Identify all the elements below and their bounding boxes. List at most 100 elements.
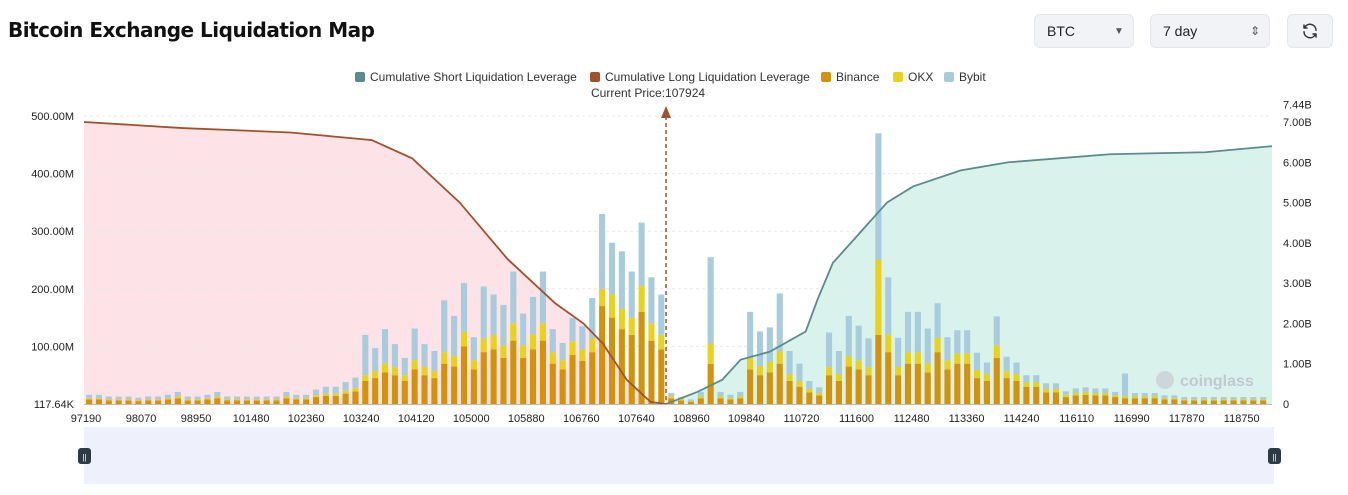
- bar-binance: [1171, 399, 1178, 404]
- bar-binance: [914, 363, 921, 404]
- bar-okx: [234, 399, 241, 401]
- bar-okx: [816, 393, 823, 396]
- bar-binance: [382, 372, 389, 404]
- range-slider[interactable]: || ||: [78, 427, 1281, 484]
- y-axis-left: 500.00M 400.00M 300.00M 200.00M 100.00M 117.6…: [31, 111, 74, 411]
- bar-binance: [727, 399, 734, 404]
- bar-bybit: [372, 348, 379, 372]
- bar-okx: [273, 399, 280, 401]
- bar-okx: [352, 387, 359, 392]
- bar-okx: [342, 390, 349, 394]
- bar-binance: [1210, 400, 1217, 404]
- bar-bybit: [105, 396, 112, 400]
- bar-bybit: [904, 311, 912, 353]
- bar-okx: [1260, 399, 1267, 401]
- bar-bybit: [934, 303, 941, 338]
- bar-binance: [1161, 399, 1168, 404]
- coin-select[interactable]: BTC ▼: [1034, 14, 1134, 48]
- bar-okx: [618, 308, 625, 330]
- bar-okx: [707, 343, 714, 364]
- bar-okx: [974, 370, 981, 379]
- bar-binance: [756, 375, 764, 404]
- bar-okx: [164, 398, 172, 400]
- bar-okx: [599, 288, 606, 307]
- bar-bybit: [549, 329, 556, 353]
- y-right-tick-label: 7.44B: [1283, 99, 1312, 111]
- bar-binance: [1131, 398, 1138, 404]
- bar-bybit: [125, 396, 132, 400]
- bar-binance: [460, 346, 468, 404]
- bar-binance: [865, 375, 872, 404]
- slider-handle-left[interactable]: [78, 448, 91, 464]
- bar-okx: [1082, 391, 1089, 395]
- bar-okx: [1112, 395, 1119, 398]
- bar-binance: [500, 357, 507, 404]
- bar-binance: [1230, 400, 1237, 404]
- bar-bybit: [500, 304, 507, 346]
- bar-bybit: [283, 391, 290, 397]
- bar-okx: [766, 361, 773, 373]
- bar-okx: [470, 360, 477, 370]
- slider-handle-right[interactable]: [1268, 448, 1281, 464]
- bar-binance: [776, 363, 783, 404]
- bar-bybit: [312, 389, 320, 396]
- bar-bybit: [164, 394, 172, 399]
- x-tick-label: 112480: [894, 413, 930, 425]
- bar-okx: [964, 353, 971, 364]
- bar-bybit: [1171, 395, 1178, 399]
- bar-okx: [756, 365, 764, 376]
- bar-okx: [1230, 399, 1237, 401]
- bar-binance: [678, 400, 685, 404]
- bar-okx: [1161, 398, 1168, 400]
- bar-okx: [95, 398, 102, 400]
- bar-bybit: [86, 394, 93, 399]
- x-tick-label: 107640: [618, 413, 655, 425]
- bar-bybit: [658, 294, 665, 335]
- bar-binance: [697, 398, 704, 404]
- bar-binance: [904, 363, 912, 404]
- range-select[interactable]: 7 day ⇕: [1150, 14, 1270, 48]
- bar-binance: [214, 398, 221, 404]
- x-tick-label: 102360: [288, 413, 325, 425]
- bar-bybit: [865, 338, 872, 368]
- bar-okx: [1092, 393, 1099, 396]
- bar-okx: [1151, 396, 1158, 399]
- bar-okx: [303, 398, 310, 400]
- x-tick-label: 98950: [181, 413, 212, 425]
- bar-bybit: [243, 396, 250, 400]
- bar-bybit: [273, 396, 280, 400]
- refresh-button[interactable]: [1287, 14, 1333, 48]
- bar-okx: [391, 367, 398, 376]
- chart-legend: Cumulative Short Liquidation Leverage Cum…: [355, 70, 986, 84]
- bar-okx: [1220, 399, 1227, 401]
- bar-okx: [224, 399, 231, 401]
- bar-okx: [826, 367, 833, 376]
- bar-binance: [303, 399, 310, 404]
- short-leverage-area: [666, 146, 1272, 404]
- bar-bybit: [1200, 397, 1208, 400]
- bar-okx: [924, 363, 931, 373]
- bar-bybit: [697, 391, 704, 397]
- bar-okx: [1062, 394, 1069, 398]
- bar-bybit: [924, 328, 931, 364]
- bar-bybit: [204, 394, 211, 399]
- refresh-icon: [1303, 23, 1317, 39]
- y-right-tick-label: 3.00B: [1283, 278, 1312, 290]
- bar-bybit: [1260, 397, 1267, 400]
- bar-bybit: [766, 327, 773, 362]
- bar-bybit: [1033, 375, 1040, 383]
- bar-okx: [490, 334, 497, 350]
- bar-bybit: [687, 399, 694, 402]
- x-tick-label: 109840: [728, 413, 765, 425]
- bar-binance: [796, 386, 803, 404]
- bar-binance: [480, 352, 487, 404]
- bar-okx: [441, 352, 448, 364]
- bar-okx: [263, 399, 270, 401]
- bar-okx: [1072, 393, 1079, 396]
- bar-bybit: [1102, 388, 1109, 394]
- y-right-tick-label: 2.00B: [1283, 318, 1312, 330]
- bar-binance: [1122, 398, 1129, 404]
- bar-okx: [1191, 399, 1198, 401]
- bar-bybit: [322, 386, 329, 394]
- bar-binance: [155, 400, 162, 404]
